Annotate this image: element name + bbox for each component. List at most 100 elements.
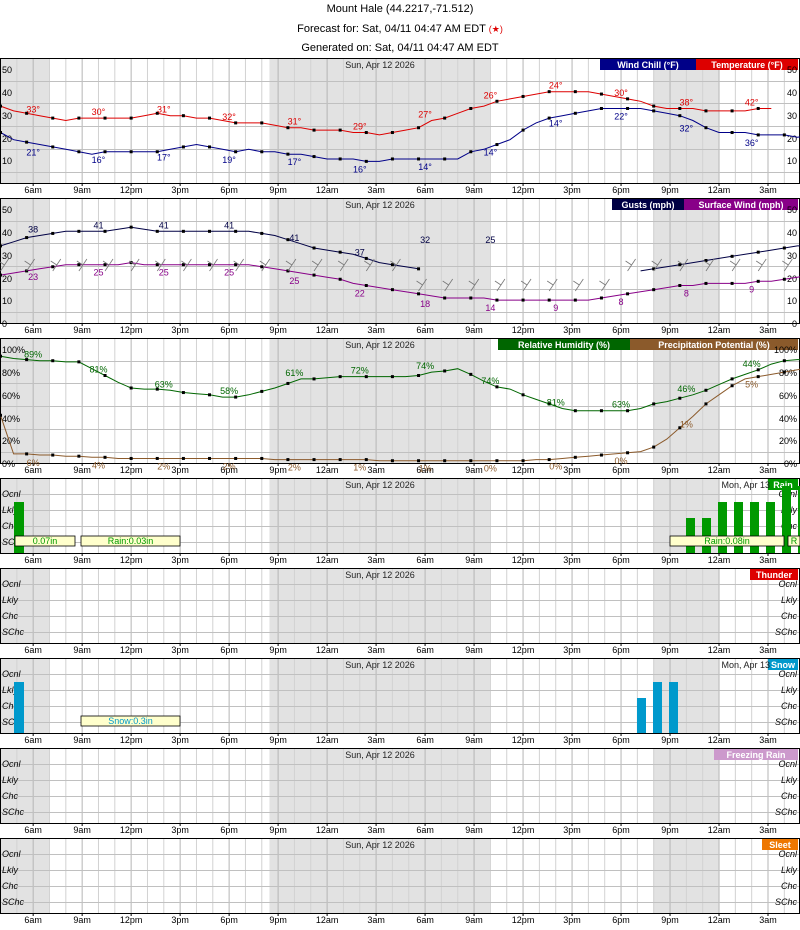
data-label: 37 xyxy=(355,247,365,257)
data-label: 1% xyxy=(419,464,432,474)
wind-barb xyxy=(442,278,454,292)
time-tick-label: 12am xyxy=(708,825,731,835)
data-point xyxy=(417,126,421,130)
y-tick-left: 50 xyxy=(2,205,12,215)
time-tick-label: 12am xyxy=(316,465,339,475)
y-tick-left: 30 xyxy=(2,251,12,261)
data-point xyxy=(286,381,290,385)
data-point xyxy=(652,402,656,406)
data-point xyxy=(678,396,682,400)
wind-barb xyxy=(50,258,62,272)
day-label: Sun, Apr 12 2026 xyxy=(345,60,415,70)
data-label: 25 xyxy=(159,268,169,278)
wind-barb xyxy=(416,278,427,292)
data-point xyxy=(443,116,447,120)
data-point xyxy=(129,456,133,460)
category-right: Lkly xyxy=(781,685,798,695)
data-point xyxy=(208,145,212,149)
wind-barb xyxy=(546,278,558,292)
time-tick-label: 9pm xyxy=(269,645,287,655)
time-tick-label: 9am xyxy=(73,185,91,195)
data-point xyxy=(0,244,2,248)
y-tick-right: 0 xyxy=(792,319,797,329)
category-left: Chc xyxy=(2,701,19,711)
category-left: Chc xyxy=(2,791,19,801)
wind-barb xyxy=(24,258,35,272)
data-point xyxy=(77,116,81,120)
star-icon[interactable]: (★) xyxy=(488,24,503,34)
day-label: Sun, Apr 12 2026 xyxy=(345,200,415,210)
data-point xyxy=(469,372,473,376)
day-label: Sun, Apr 12 2026 xyxy=(345,570,415,580)
wind-barb xyxy=(599,278,610,292)
time-tick-label: 9pm xyxy=(661,645,679,655)
data-label: 38° xyxy=(680,97,694,107)
precip-bar-left xyxy=(14,682,24,733)
data-point xyxy=(103,455,107,459)
time-tick-label: 12pm xyxy=(512,915,535,925)
y-tick-left: 20 xyxy=(2,134,12,144)
day-label: Sun, Apr 12 2026 xyxy=(345,340,415,350)
time-tick-label: 9pm xyxy=(661,185,679,195)
wind-barb xyxy=(0,258,9,272)
y-tick-right: 20 xyxy=(787,134,797,144)
time-tick-label: 12pm xyxy=(512,465,535,475)
time-tick-label: 12pm xyxy=(120,465,143,475)
data-label: 14° xyxy=(549,119,563,129)
data-point xyxy=(155,229,159,233)
data-label: 22 xyxy=(355,289,365,299)
category-left: Ocnl xyxy=(2,759,22,769)
time-tick-label: 6am xyxy=(416,325,434,335)
day2-label: Mon, Apr 13 xyxy=(721,480,770,490)
data-label: 0% xyxy=(549,461,562,471)
time-tick-label: 12pm xyxy=(120,555,143,565)
data-point xyxy=(181,114,185,118)
data-label: 32° xyxy=(680,124,694,134)
time-tick-label: 6am xyxy=(24,325,42,335)
data-point xyxy=(704,109,708,113)
data-point xyxy=(77,229,81,233)
data-point xyxy=(495,99,499,103)
night-shade xyxy=(0,658,49,733)
data-point xyxy=(443,296,447,300)
data-point xyxy=(208,229,212,233)
time-tick-label: 9pm xyxy=(269,325,287,335)
data-point xyxy=(730,254,734,258)
y-tick-left: 20 xyxy=(2,274,12,284)
night-shade xyxy=(269,568,490,643)
data-label: 42° xyxy=(745,97,759,107)
data-point xyxy=(260,456,264,460)
data-point xyxy=(338,277,342,281)
data-label: 74% xyxy=(481,376,499,386)
data-point xyxy=(286,458,290,462)
data-point xyxy=(704,388,708,392)
data-point xyxy=(77,454,81,458)
wind-barb xyxy=(520,278,532,292)
data-point xyxy=(417,157,421,161)
category-left: SChc xyxy=(2,807,25,817)
time-tick-label: 3am xyxy=(759,555,777,565)
time-tick-label: 12am xyxy=(708,645,731,655)
data-point xyxy=(599,296,603,300)
category-left: Chc xyxy=(2,521,19,531)
panel-sleet: Sun, Apr 12 2026 6am 9am 12pm 3pm 6pm 9pm 12am 3… xyxy=(0,838,800,925)
data-point xyxy=(678,114,682,118)
precip-bar-right xyxy=(702,518,711,553)
legend-box xyxy=(714,749,798,760)
data-point xyxy=(155,150,159,154)
data-point xyxy=(652,109,656,113)
wind-barb xyxy=(651,258,663,272)
data-point xyxy=(181,229,185,233)
data-point xyxy=(626,451,630,455)
data-point xyxy=(364,284,368,287)
category-left: Ocnl xyxy=(2,579,22,589)
precip-bar-right xyxy=(653,682,662,733)
data-point xyxy=(469,150,473,154)
data-point xyxy=(208,116,212,120)
wind-barb xyxy=(128,258,140,272)
time-tick-label: 6am xyxy=(24,735,42,745)
data-point xyxy=(103,116,107,120)
y-tick-right: 10 xyxy=(787,156,797,166)
amount-label: R xyxy=(791,536,798,546)
time-tick-label: 3pm xyxy=(563,735,581,745)
